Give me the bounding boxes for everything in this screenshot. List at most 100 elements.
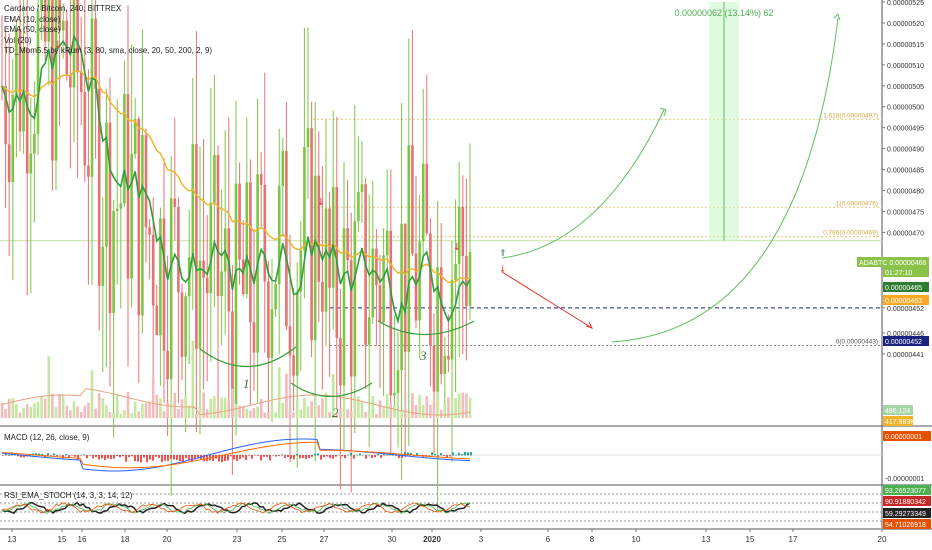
y-tick-label-8: 0.00000485 xyxy=(887,168,924,175)
volume-bar-47 xyxy=(169,401,173,418)
volume-bar-102 xyxy=(367,410,371,418)
macd-hist-137 xyxy=(137,455,139,462)
candle-body-94 xyxy=(339,337,342,386)
macd-hist-248 xyxy=(248,455,250,456)
pattern-label-1: 1 xyxy=(243,376,250,391)
candle-body-89 xyxy=(321,281,324,312)
projection-arc-large xyxy=(611,17,839,343)
macd-hist-95 xyxy=(95,455,97,458)
candle-body-27 xyxy=(97,88,101,286)
candle-body-124 xyxy=(447,355,450,360)
candle-body-95 xyxy=(342,228,346,386)
x-tick-label-15: 15 xyxy=(746,535,755,544)
rsi-badge-1: 90.91880342 xyxy=(885,499,926,506)
rsi-line-2 xyxy=(1,502,471,514)
price-badge-2: 0.00000465 xyxy=(885,285,922,292)
macd-hist-2 xyxy=(2,455,4,456)
volume-bar-126 xyxy=(454,397,457,418)
volume-bar-41 xyxy=(148,401,151,418)
volume-bar-80 xyxy=(288,408,292,418)
volume-bar-25 xyxy=(90,370,94,418)
candle-body-84 xyxy=(303,147,306,251)
volume-bar-16 xyxy=(58,394,61,418)
candle-body-69 xyxy=(249,182,252,323)
volume-bar-129 xyxy=(465,393,468,418)
macd-hist-347 xyxy=(347,454,349,456)
macd-hist-350 xyxy=(350,453,352,456)
volume-bar-74 xyxy=(267,411,270,418)
x-tick-label-12: 8 xyxy=(590,535,595,544)
macd-hist-128 xyxy=(128,455,130,457)
macd-hist-113 xyxy=(113,455,115,459)
candle-body-112 xyxy=(403,223,407,352)
volume-bar-17 xyxy=(61,394,65,418)
macd-hist-107 xyxy=(107,455,109,459)
candle-body-91 xyxy=(328,208,331,288)
x-tick-label-14: 13 xyxy=(702,535,711,544)
macd-hist-437 xyxy=(437,455,439,458)
macd-hist-122 xyxy=(122,455,124,457)
candle-body-126 xyxy=(454,264,457,281)
volume-badge-bg-1 xyxy=(883,416,913,426)
price-badge-bg-2 xyxy=(883,282,929,292)
fib-label-1: 1(0.00000476) xyxy=(836,200,878,207)
volume-bar-84 xyxy=(303,398,306,418)
macd-hist-455 xyxy=(455,454,457,456)
candle-body-98 xyxy=(353,221,357,377)
volume-bar-18 xyxy=(65,405,69,418)
down-arrow-marker: ↓ xyxy=(499,265,507,275)
candle-body-65 xyxy=(234,183,238,417)
x-tick-label-1: 15 xyxy=(58,535,67,544)
macd-hist-104 xyxy=(104,455,106,461)
x-tick-label-0: 13 xyxy=(8,535,17,544)
candle-body-76 xyxy=(274,284,277,310)
volume-bar-112 xyxy=(403,408,407,418)
y-tick-label-11: 0.00000470 xyxy=(887,230,924,237)
pattern-curve-1 xyxy=(199,346,297,368)
macd-hist-467 xyxy=(467,452,469,456)
volume-bar-89 xyxy=(321,398,324,418)
indicator-volume: Vol (20) xyxy=(4,35,32,45)
y-tick-label-7: 0.00000490 xyxy=(887,147,924,154)
candle-body-53 xyxy=(191,144,195,258)
volume-bar-91 xyxy=(328,411,331,418)
macd-hist-98 xyxy=(98,455,100,460)
macd-hist-272 xyxy=(272,454,274,456)
candle-body-28 xyxy=(101,246,105,286)
macd-hist-140 xyxy=(140,455,142,463)
candle-body-120 xyxy=(432,345,436,392)
macd-hist-182 xyxy=(182,455,184,463)
macd-hist-314 xyxy=(314,453,316,456)
macd-hist-299 xyxy=(299,455,301,459)
rsi-badge-0: 93.26923077 xyxy=(885,488,926,495)
pattern-label-3: 3 xyxy=(419,348,427,363)
volume-bar-42 xyxy=(151,377,155,418)
candle-body-45 xyxy=(162,218,166,351)
macd-hist-167 xyxy=(167,455,169,461)
macd-hist-359 xyxy=(359,453,361,456)
volume-bar-109 xyxy=(393,406,396,418)
candle-body-60 xyxy=(216,154,220,297)
candle-body-96 xyxy=(346,228,349,261)
candle-body-58 xyxy=(209,202,213,294)
macd-hist-71 xyxy=(71,455,73,456)
macd-hist-17 xyxy=(17,455,19,457)
volume-bar-76 xyxy=(274,412,277,418)
measure-label: 0.00000062 (13.14%) 62 xyxy=(674,8,773,18)
candle-body-41 xyxy=(148,227,151,235)
candle-body-23 xyxy=(83,92,87,166)
macd-hist-353 xyxy=(353,455,355,459)
macd-hist-443 xyxy=(443,455,445,456)
candle-body-102 xyxy=(367,317,371,345)
candle-body-37 xyxy=(133,119,137,154)
volume-bar-3 xyxy=(11,397,15,418)
macd-hist-8 xyxy=(8,455,10,456)
volume-bar-7 xyxy=(25,404,29,418)
price-badge-bg-1 xyxy=(883,267,929,277)
macd-hist-371 xyxy=(371,455,373,459)
macd-hist-5 xyxy=(5,453,7,456)
macd-hist-47 xyxy=(47,452,49,456)
candle-body-17 xyxy=(61,20,65,31)
candle-body-117 xyxy=(421,163,425,242)
rsi-badge-bg-3 xyxy=(883,519,931,529)
